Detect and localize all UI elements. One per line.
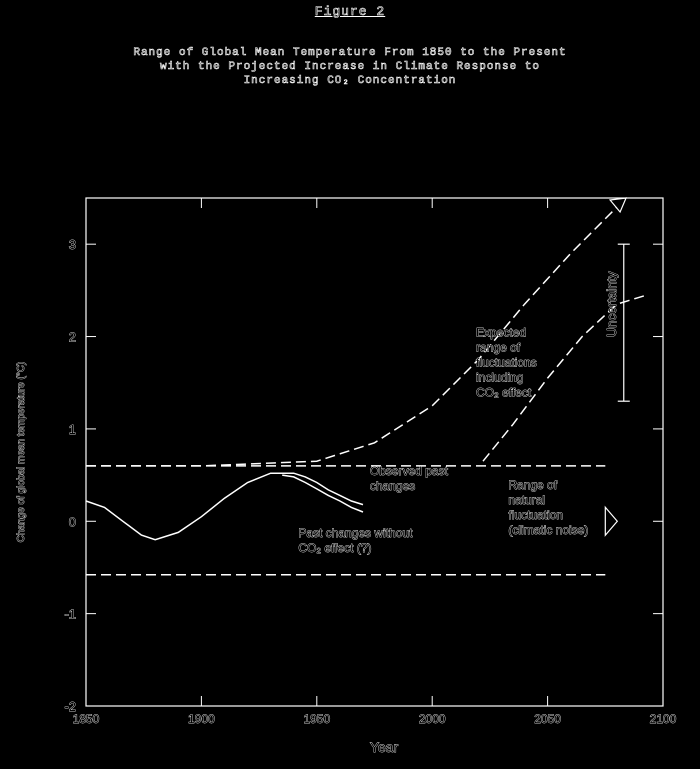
annotation-line: fluctuations (476, 356, 537, 370)
arrowhead (608, 197, 628, 214)
series-line (282, 474, 364, 513)
series-line (85, 472, 364, 541)
annotation-line: CO₂ effect (?) (298, 541, 371, 555)
annotation-line: Expected (476, 326, 526, 340)
x-tick-label: 2050 (534, 712, 561, 726)
chart-title: Range of Global Mean Temperature From 18… (133, 47, 567, 88)
series-line (482, 294, 648, 462)
x-tick-label: 2000 (419, 712, 446, 726)
annotation-line: CO₂ effect (476, 386, 532, 400)
annotation-line: including (476, 371, 523, 385)
annotation-line: range of (476, 341, 521, 355)
x-tick-label: 1950 (303, 712, 330, 726)
y-tick-label: 0 (69, 514, 76, 529)
y-tick-label: 1 (69, 422, 76, 437)
annotation: Uncertainty (604, 271, 619, 337)
x-tick-label: 1900 (188, 712, 215, 726)
annotation-line: changes (370, 479, 415, 493)
y-axis-label: Change of global mean temperature (°C) (16, 362, 27, 543)
series-line (86, 206, 618, 467)
annotation-line: Past changes without (298, 526, 413, 540)
plot-frame (85, 197, 664, 707)
annotation-line: Observed past (370, 464, 449, 478)
x-tick-label: 2100 (650, 712, 677, 726)
annotation-line: natural (508, 493, 545, 507)
arrowhead (604, 505, 619, 537)
figure-label: Figure 2 (314, 4, 386, 20)
y-tick-label: 3 (69, 237, 76, 252)
y-tick-label: 2 (69, 330, 76, 345)
annotation-line: Range of (508, 478, 557, 492)
y-tick-label: -1 (64, 607, 76, 622)
annotation-line: (climatic noise) (508, 523, 588, 537)
x-axis-label: Year (370, 739, 399, 755)
x-tick-label: 1850 (73, 712, 100, 726)
annotation-line: fluctuation (508, 508, 563, 522)
y-tick-label: -2 (64, 699, 76, 714)
